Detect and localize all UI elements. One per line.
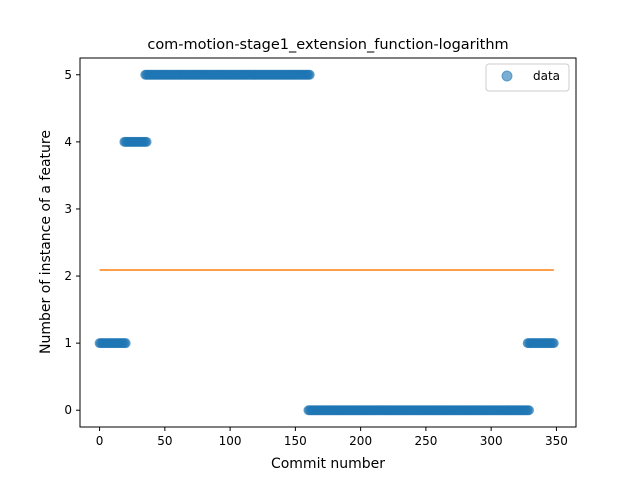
- x-tick-label: 200: [349, 434, 372, 448]
- plot-area: [94, 69, 559, 416]
- data-point: [304, 69, 315, 80]
- data-point: [120, 338, 131, 349]
- y-tick-label: 2: [64, 269, 72, 283]
- legend: data: [485, 63, 570, 92]
- legend-entry-data: data: [533, 69, 560, 83]
- legend-marker: [501, 70, 513, 82]
- x-tick-label: 150: [284, 434, 307, 448]
- y-tick-label: 3: [64, 202, 72, 216]
- y-tick-label: 1: [64, 336, 72, 350]
- x-axis-label: Commit number: [271, 456, 385, 472]
- x-tick-label: 0: [96, 434, 104, 448]
- y-tick-label: 4: [64, 135, 72, 149]
- plot-frame: [79, 57, 577, 428]
- x-tick-label: 250: [414, 434, 437, 448]
- y-tick-label: 0: [64, 403, 72, 417]
- data-point: [141, 136, 152, 147]
- x-tick-label: 300: [480, 434, 503, 448]
- x-axis: 0 50 100 150 200 250 300 350: [96, 427, 568, 448]
- data-point: [524, 405, 535, 416]
- chart-title: com-motion-stage1_extension_function-log…: [147, 37, 508, 53]
- y-axis: 0 1 2 3 4 5: [64, 68, 80, 417]
- x-tick-label: 100: [219, 434, 242, 448]
- x-tick-label: 50: [157, 434, 172, 448]
- y-tick-label: 5: [64, 68, 72, 82]
- data-point: [548, 338, 559, 349]
- x-tick-label: 350: [545, 434, 568, 448]
- y-axis-label: Number of instance of a feature: [38, 130, 54, 354]
